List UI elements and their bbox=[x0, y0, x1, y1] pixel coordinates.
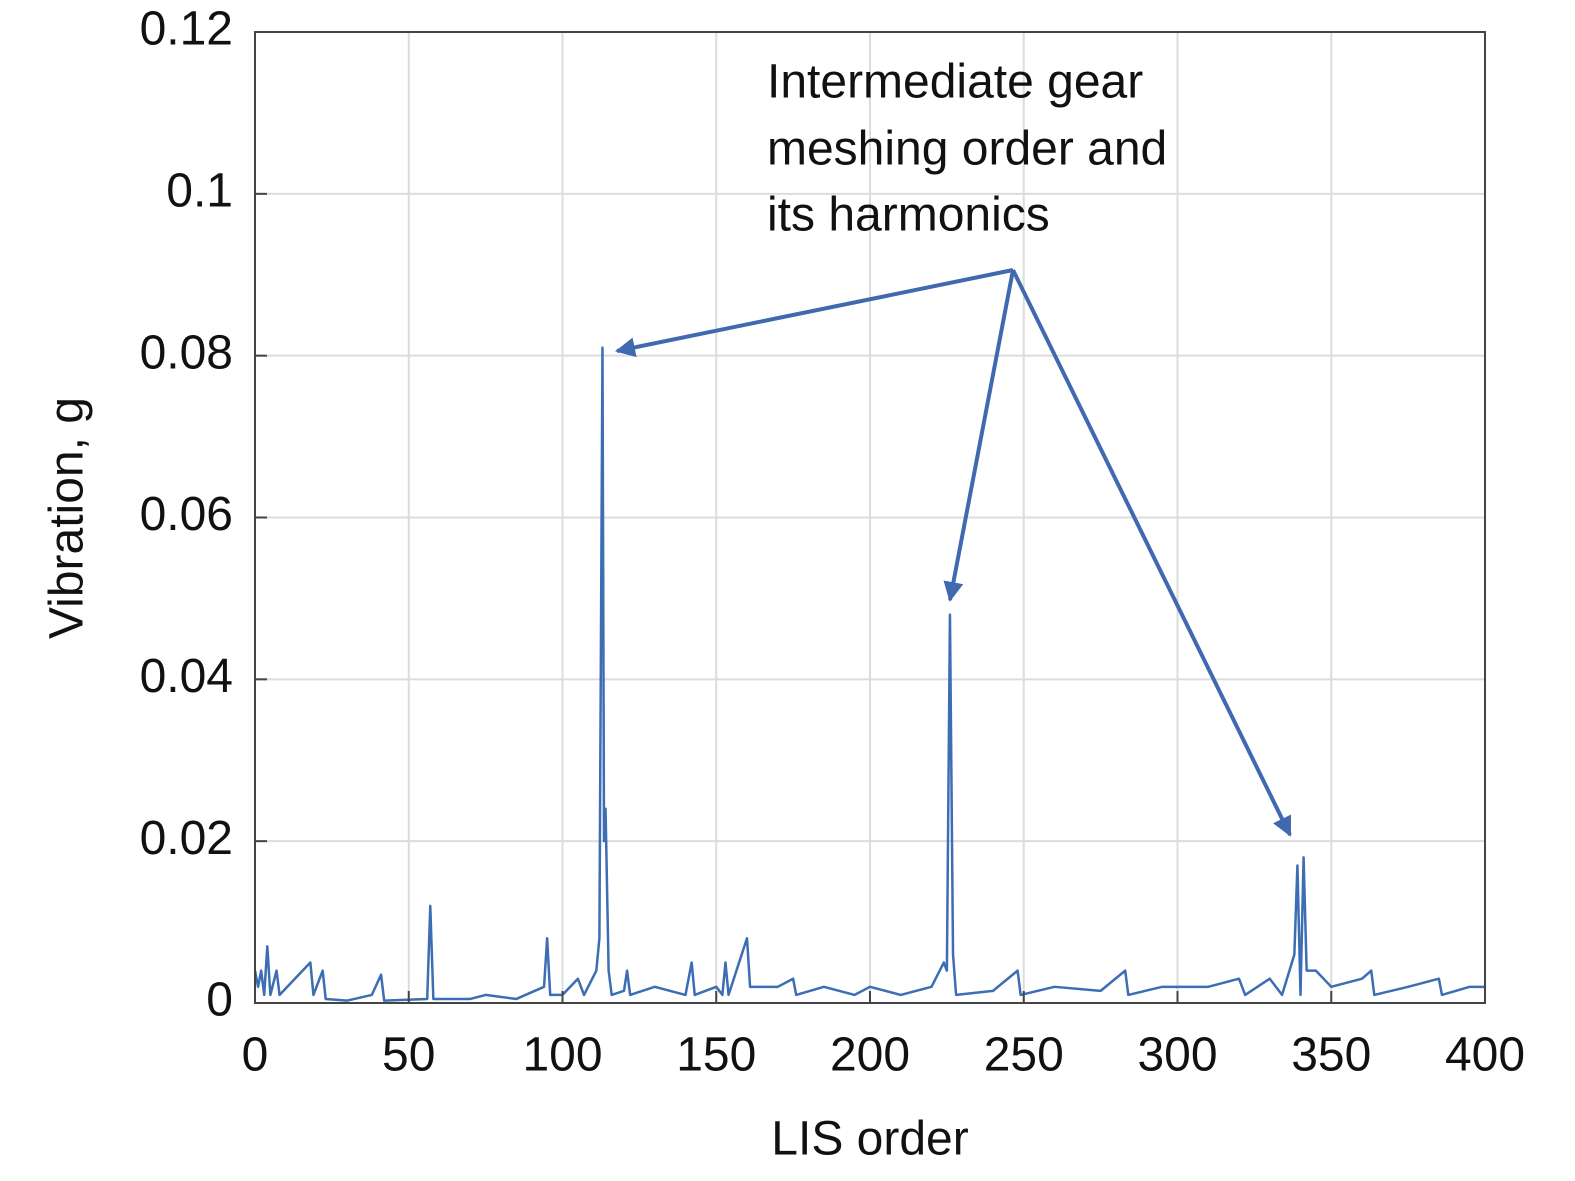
x-tick-label: 400 bbox=[1445, 1029, 1525, 1082]
arrow bbox=[943, 269, 1015, 602]
series-line bbox=[253, 346, 1485, 1002]
x-tick-label: 50 bbox=[382, 1029, 435, 1082]
annotation: meshing order and bbox=[767, 123, 1167, 176]
x-tick-label: 300 bbox=[1137, 1029, 1217, 1082]
y-axis-label: Vibration, g bbox=[41, 397, 94, 639]
annotation: Intermediate gear bbox=[767, 56, 1143, 109]
y-tick-label: 0.12 bbox=[140, 3, 233, 56]
y-tick-label: 0.04 bbox=[140, 650, 233, 703]
x-axis-label: LIS order bbox=[771, 1113, 968, 1166]
y-tick-label: 0.08 bbox=[140, 326, 233, 379]
grid bbox=[254, 31, 1486, 1004]
plot bbox=[253, 346, 1485, 1002]
x-tick-label: 150 bbox=[676, 1029, 756, 1082]
y-tick-label: 0.06 bbox=[140, 488, 233, 541]
y-tick-label: 0.1 bbox=[166, 165, 233, 218]
x-tick-label: 250 bbox=[984, 1029, 1064, 1082]
arrow bbox=[1011, 269, 1292, 837]
y-tick-label: 0 bbox=[206, 974, 233, 1027]
x-tick-label: 0 bbox=[242, 1029, 269, 1082]
x-tick-label: 200 bbox=[830, 1029, 910, 1082]
annotation-arrows bbox=[615, 268, 1292, 837]
annotation: its harmonics bbox=[767, 189, 1050, 242]
x-tick-label: 100 bbox=[522, 1029, 602, 1082]
x-tick-label: 350 bbox=[1291, 1029, 1371, 1082]
arrow bbox=[615, 268, 1014, 358]
y-tick-label: 0.02 bbox=[140, 812, 233, 865]
